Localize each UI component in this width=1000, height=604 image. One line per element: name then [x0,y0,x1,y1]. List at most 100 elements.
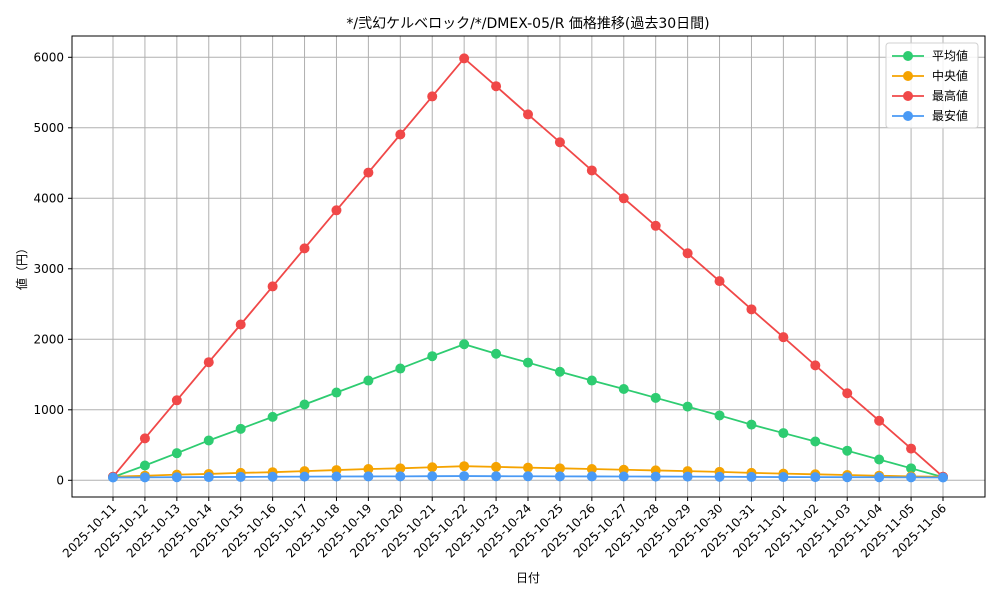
data-point [267,471,278,482]
data-point [650,471,661,482]
data-point [395,463,406,474]
data-point [874,472,885,483]
legend-label: 中央値 [932,68,968,83]
data-point [778,472,789,483]
data-point [203,472,214,483]
y-tick-label: 2000 [33,332,64,346]
data-point [299,243,310,254]
data-point [459,461,470,472]
y-tick-label: 4000 [33,191,64,205]
y-tick-label: 0 [56,473,64,487]
data-point [139,472,150,483]
data-point [906,472,917,483]
y-axis-ticks: 0 1000 2000 3000 4000 5000 6000 [33,50,72,487]
data-point [459,53,470,64]
data-point [459,471,470,482]
data-point [714,276,725,287]
data-point [586,375,597,386]
data-point [171,395,182,406]
data-point [235,471,246,482]
data-point [267,281,278,292]
y-tick-label: 6000 [33,50,64,64]
data-point [714,410,725,421]
data-point [810,360,821,371]
data-point [491,81,502,92]
data-point [842,388,853,399]
data-point [139,460,150,471]
data-point [331,205,342,216]
legend-label: 最高値 [932,88,968,103]
data-point [650,392,661,403]
data-point [395,471,406,482]
legend-item: 中央値 [892,68,968,83]
data-point [682,471,693,482]
x-axis-label: 日付 [516,571,540,585]
data-point [746,471,757,482]
data-point [491,471,502,482]
data-point [778,428,789,439]
data-point [746,419,757,430]
grid-lines [72,36,985,497]
data-point [746,304,757,315]
legend-box [885,42,979,129]
data-point [299,471,310,482]
data-point [523,471,533,482]
data-point [586,471,597,482]
data-point [395,363,406,374]
data-point [331,387,342,398]
series-layer [108,53,948,483]
data-point [810,472,821,483]
legend-item: 最安値 [892,108,968,123]
data-point [618,384,629,395]
data-point [554,463,565,474]
data-point [938,472,948,483]
y-tick-label: 1000 [33,403,64,417]
data-point [363,471,374,482]
data-point [108,472,118,483]
series-最安値 [108,471,948,483]
data-point [523,357,533,368]
data-point [874,454,885,465]
data-point [906,463,917,474]
data-point [554,366,565,377]
data-point [363,464,374,475]
data-point [203,435,214,446]
data-point [427,471,438,482]
data-point [331,471,342,482]
data-point [267,411,278,422]
data-point [203,357,214,368]
data-point [586,464,597,475]
x-axis-ticks: 2025-10-112025-10-122025-10-132025-10-14… [60,497,949,560]
data-point [427,91,438,102]
data-point [810,436,821,447]
data-point [171,472,182,483]
data-point [427,351,438,362]
data-point [523,462,533,473]
data-point [682,401,693,412]
data-point [363,375,374,386]
series-最高値 [108,53,948,482]
data-point [874,415,885,426]
legend-label: 最安値 [932,108,968,123]
data-point [395,129,406,140]
legend-marker-icon [903,91,913,101]
data-point [139,433,150,444]
legend-item: 平均値 [892,48,968,63]
legend-item: 最高値 [892,88,968,103]
data-point [491,348,502,359]
data-point [842,472,853,483]
data-point [523,109,533,120]
y-axis-label: 値（円） [14,242,29,290]
data-point [618,471,629,482]
data-point [554,471,565,482]
y-tick-label: 5000 [33,121,64,135]
data-point [842,445,853,456]
legend-marker-icon [903,71,913,81]
series-平均値 [108,339,948,483]
data-point [171,448,182,459]
data-point [778,332,789,343]
data-point [459,339,470,350]
y-tick-label: 3000 [33,262,64,276]
